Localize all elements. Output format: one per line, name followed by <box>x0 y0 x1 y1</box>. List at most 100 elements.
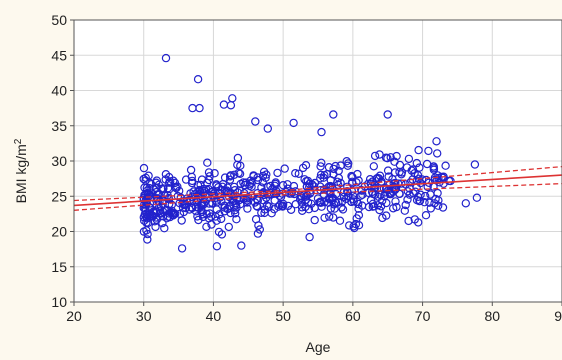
y-tick-label: 10 <box>51 294 67 310</box>
scatter-point <box>438 203 448 212</box>
scatter-point <box>352 178 361 187</box>
scatter-point <box>319 190 329 199</box>
y-tick-label: 20 <box>51 224 67 240</box>
scatter-point <box>325 212 334 221</box>
scatter-point <box>328 183 337 192</box>
scatter-point <box>317 202 326 211</box>
y-tick-label: 25 <box>51 188 67 204</box>
scatter-point <box>329 164 338 174</box>
scatter-point <box>327 193 336 203</box>
scatter-point <box>283 180 292 189</box>
y-axis-label: BMI kg/m2 <box>13 138 30 203</box>
scatter-point <box>232 203 241 212</box>
scatter-point <box>155 197 164 206</box>
scatter-point <box>378 196 387 205</box>
scatter-point <box>255 225 264 234</box>
scatter-point <box>401 200 410 210</box>
scatter-point <box>212 242 222 251</box>
scatter-point <box>425 198 434 207</box>
scatter-point <box>142 212 151 222</box>
scatter-point <box>146 179 156 189</box>
scatter-point <box>241 178 251 187</box>
scatter-point <box>305 232 314 242</box>
scatter-point <box>329 110 338 119</box>
scatter-point <box>249 171 258 180</box>
scatter-point <box>161 175 170 184</box>
scatter-point <box>404 216 413 226</box>
scatter-point <box>335 216 345 225</box>
scatter-point <box>171 183 181 193</box>
scatter-point <box>414 145 423 155</box>
x-tick-label: 60 <box>345 308 361 324</box>
scatter-point <box>389 179 398 188</box>
scatter-point <box>195 103 204 113</box>
scatter-point <box>226 171 235 180</box>
scatter-point <box>154 203 164 212</box>
x-tick-label: 70 <box>415 308 431 324</box>
y-axis-ticks: 10 15 20 25 30 35 40 45 50 <box>51 12 74 310</box>
scatter-point <box>313 194 323 203</box>
x-axis-ticks: 20 30 40 50 60 70 80 90 <box>66 302 562 324</box>
scatter-point <box>217 196 226 206</box>
scatter-point <box>193 212 202 221</box>
scatter-point <box>266 181 275 191</box>
scatter-point <box>404 154 414 164</box>
scatter-point <box>395 160 405 170</box>
scatter-point <box>326 204 336 213</box>
scatter-point <box>160 223 169 233</box>
scatter-point <box>381 188 390 197</box>
scatter-point <box>424 146 433 156</box>
scatter-point <box>173 182 182 191</box>
x-tick-label: 50 <box>275 308 291 324</box>
scatter-point <box>433 149 442 158</box>
y-axis-label-superscript: 2 <box>13 138 24 144</box>
scatter-point <box>433 171 442 180</box>
scatter-point <box>232 214 241 224</box>
scatter-point <box>158 211 168 221</box>
scatter-point <box>253 229 263 238</box>
scatter-point <box>350 223 359 233</box>
scatter-point <box>286 205 296 214</box>
scatter-point <box>167 200 176 209</box>
scatter-point <box>230 209 240 218</box>
scatter-point <box>231 198 240 208</box>
y-tick-label: 40 <box>51 83 67 99</box>
scatter-point <box>251 117 260 126</box>
scatter-point <box>254 221 263 230</box>
scatter-point <box>236 179 245 189</box>
scatter-point <box>187 176 197 186</box>
scatter-point <box>307 199 316 208</box>
scatter-point <box>392 151 401 161</box>
scatter-point <box>194 215 203 225</box>
regression-lines <box>73 165 562 211</box>
scatter-point <box>338 205 348 214</box>
scatter-point <box>349 197 358 206</box>
scatter-point <box>307 180 317 189</box>
scatter-point <box>383 153 392 163</box>
y-tick-label: 45 <box>51 47 67 63</box>
regression-fit-line <box>73 174 562 207</box>
scatter-point <box>275 200 284 210</box>
scatter-point <box>181 175 191 184</box>
scatter-point <box>234 168 243 178</box>
scatter-point <box>375 171 385 180</box>
scatter-point <box>415 196 424 206</box>
scatter-point <box>325 195 334 204</box>
scatter-point <box>202 222 211 231</box>
scatter-point <box>378 213 387 223</box>
scatter-point <box>432 137 441 146</box>
scatter-point <box>203 158 212 167</box>
scatter-point <box>220 207 229 216</box>
scatter-point <box>252 194 262 204</box>
scatter-point <box>224 222 233 232</box>
scatter-point <box>429 165 439 174</box>
y-axis-label-main: BMI kg/m <box>13 144 29 203</box>
scatter-point <box>370 151 380 161</box>
scatter-point <box>301 160 311 170</box>
scatter-point <box>368 202 377 211</box>
scatter-point <box>413 192 423 201</box>
scatter-point <box>198 210 207 219</box>
scatter-point <box>403 195 412 204</box>
scatter-point <box>348 191 358 200</box>
